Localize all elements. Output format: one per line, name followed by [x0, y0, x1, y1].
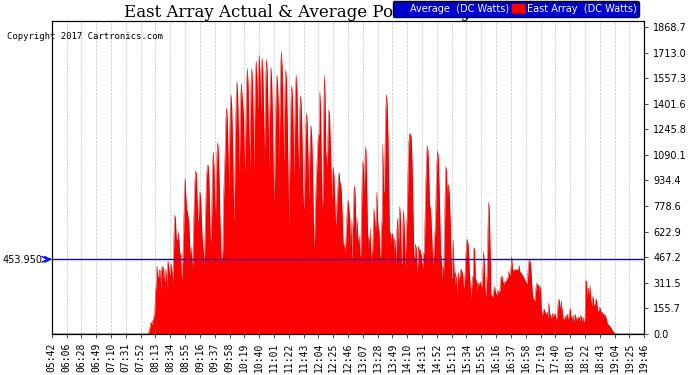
Text: Copyright 2017 Cartronics.com: Copyright 2017 Cartronics.com — [7, 32, 163, 41]
Legend: Average  (DC Watts), East Array  (DC Watts): Average (DC Watts), East Array (DC Watts… — [393, 1, 640, 16]
Title: East Array Actual & Average Power Sat Jun 17 19:58: East Array Actual & Average Power Sat Ju… — [124, 4, 571, 21]
